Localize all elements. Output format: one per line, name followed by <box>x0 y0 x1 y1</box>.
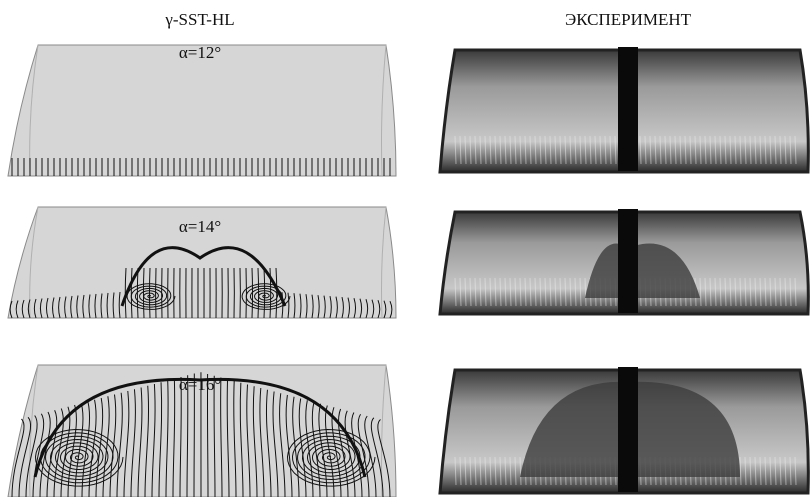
angle-label: α=14° <box>179 217 221 236</box>
support-strut <box>618 367 638 492</box>
angle-label: α=12° <box>179 43 221 62</box>
support-strut <box>618 209 638 313</box>
streamline <box>207 374 208 497</box>
wing <box>8 45 396 176</box>
panel-row: α=14° <box>8 207 808 318</box>
support-strut <box>618 47 638 171</box>
panel-row: α=16° <box>8 365 808 497</box>
streamline <box>258 268 259 318</box>
column-title: ЭКСПЕРИМЕНТ <box>565 10 692 29</box>
angle-label: α=16° <box>179 375 221 394</box>
column-title: γ-SST-HL <box>164 10 234 29</box>
figure: γ-SST-HL ЭКСПЕРИМЕНТ α=12° α=14° α=16° <box>0 0 811 497</box>
panels: α=12° α=14° α=16° <box>8 43 808 497</box>
streamline <box>143 268 144 318</box>
panel-row: α=12° <box>8 43 808 176</box>
